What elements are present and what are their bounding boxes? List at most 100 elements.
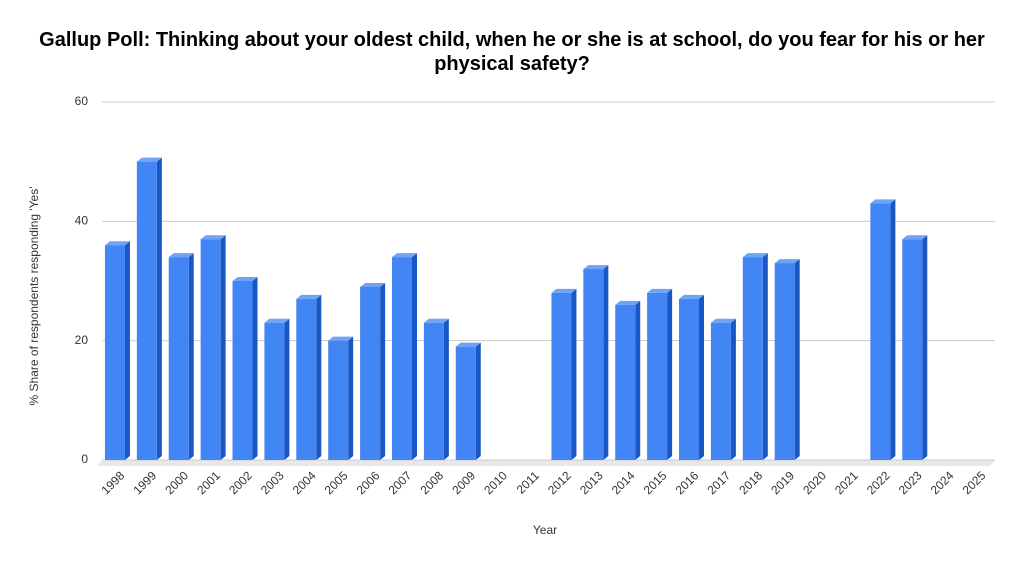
x-tick-label: 2023 [896,468,925,497]
bar-top [870,199,896,204]
bar-side [667,288,673,460]
bar-side [411,253,417,460]
x-tick-label: 2017 [704,468,733,497]
x-tick-label: 2008 [417,468,446,497]
x-tick-label: 2024 [928,468,957,497]
bar-top [902,235,928,240]
bar-front [455,346,476,460]
bar-side [316,294,322,460]
y-axis-title: % Share of respondents responding 'Yes' [27,187,41,406]
bar-top [647,288,673,293]
x-tick-label: 2022 [864,468,893,497]
bar-side [124,241,130,460]
bar-top [264,318,290,323]
bar-front [423,322,444,460]
bar [328,336,354,460]
bar-front [870,203,891,460]
chart-title: Gallup Poll: Thinking about your oldest … [39,29,985,75]
x-tick-label: 2012 [545,468,574,497]
bar-front [168,257,189,460]
bar [870,199,896,460]
bar-top [679,294,705,299]
bar [583,265,609,460]
bar-side [188,253,194,460]
floor [97,460,995,466]
bar-front [360,286,381,460]
bar-top [774,259,800,264]
bar-top [328,336,354,341]
bar [104,241,130,460]
bar-side [220,235,226,460]
bar-side [762,253,768,460]
x-tick-label: 2021 [832,468,861,497]
x-tick-label: 2005 [322,468,351,497]
bar-front [200,239,221,460]
bar [232,277,258,460]
x-tick-label: 2002 [226,468,255,497]
bar-front [551,292,572,460]
bar [200,235,226,460]
x-tick-label: 2011 [514,468,542,496]
bar-top [455,342,481,347]
x-tick-label: 2018 [736,468,765,497]
x-tick-label: 2025 [960,468,989,497]
x-tick-label: 2004 [290,468,319,497]
bar-side [794,259,800,460]
bar [168,253,194,460]
bar-side [603,265,609,460]
bar-front [232,281,253,460]
bar-top [296,294,322,299]
y-tick-label: 0 [81,452,88,466]
x-tick-label: 1998 [99,468,128,497]
bar [615,300,641,460]
bar [742,253,768,460]
bar-top [360,282,386,287]
bar-top [583,265,609,270]
bar-top [615,300,641,305]
bar-front [104,245,125,460]
bar-top [232,277,258,281]
y-tick-label: 60 [75,94,89,108]
bar [774,259,800,460]
bar-front [615,304,636,460]
bar [423,318,449,460]
bar [710,318,736,460]
bar [679,294,705,460]
bar-side [156,157,162,460]
x-tick-label: 2020 [800,468,829,497]
bar-front [710,322,731,460]
bar-front [264,322,285,460]
bar-top [104,241,130,246]
x-tick-label: 2014 [609,468,638,497]
bar-front [902,239,923,460]
bar-side [730,318,736,460]
x-tick-label: 1999 [130,468,159,497]
bar [360,282,386,460]
bar [647,288,673,460]
x-tick-label: 2000 [162,468,191,497]
x-tick-label: 2007 [386,468,415,497]
bar-top [136,157,162,162]
bar-side [475,342,481,460]
bar-side [571,288,577,460]
bar-side [443,318,449,460]
bar-side [635,300,641,460]
bar [264,318,290,460]
bar-side [922,235,928,460]
x-axis-title: Year [533,523,557,537]
bar-front [774,263,795,460]
bar [391,253,417,460]
bar-side [380,282,386,460]
bar-top [168,253,194,258]
x-tick-label: 2013 [577,468,606,497]
bar-top [742,253,768,258]
bar-front [136,161,157,460]
bar-front [328,340,349,460]
bar-front [583,269,604,460]
bar [136,157,162,460]
bar [551,288,577,460]
x-tick-label: 2016 [673,468,702,497]
bar-top [710,318,736,323]
